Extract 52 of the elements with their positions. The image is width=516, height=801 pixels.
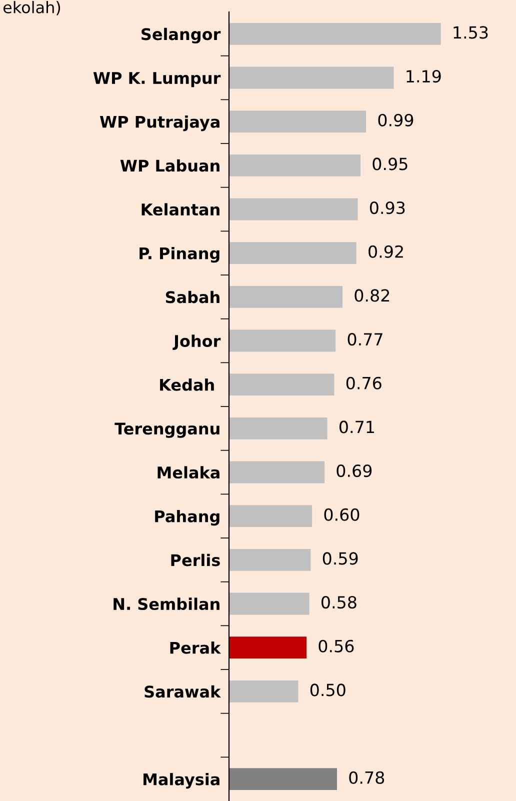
y-tick-label: WP Putrajaya — [100, 116, 220, 132]
y-tick-label: Kedah — [160, 378, 214, 391]
bar — [229, 198, 358, 220]
y-tick-label: Kelantan — [142, 203, 220, 216]
y-tick-label: Pahang — [155, 510, 220, 526]
data-label: 0.59 — [322, 552, 358, 565]
y-tick-label: WP Labuan — [120, 159, 220, 172]
bar — [229, 417, 328, 440]
bar — [229, 330, 336, 352]
data-label: 0.93 — [370, 201, 405, 214]
bar — [229, 548, 311, 571]
data-label: 0.56 — [318, 640, 354, 652]
data-label: 0.92 — [368, 245, 403, 258]
data-label: 0.77 — [348, 332, 382, 346]
data-label: 0.99 — [378, 114, 414, 126]
y-tick-label: Selangor — [142, 28, 221, 44]
y-tick-label: Sabah — [166, 290, 220, 304]
bar — [229, 22, 441, 45]
bar — [229, 110, 366, 133]
bar — [229, 461, 325, 484]
data-label: 0.76 — [346, 376, 382, 390]
data-label: 1.19 — [406, 70, 441, 83]
data-label: 0.82 — [354, 289, 390, 302]
text: ekolah) — [3, 1, 60, 16]
bar — [229, 636, 307, 659]
y-tick-label: Melaka — [158, 466, 220, 479]
y-tick-label: WP K. Lumpur — [93, 72, 221, 88]
data-label: 0.58 — [322, 596, 356, 609]
bar — [229, 242, 356, 264]
data-label: 0.71 — [340, 420, 374, 434]
data-label: 0.95 — [372, 158, 408, 170]
bar — [229, 66, 394, 89]
y-tick-label: N. Sembilan — [114, 598, 220, 610]
bar — [229, 286, 343, 308]
data-label: 0.69 — [336, 464, 372, 478]
y-tick-label: Malaysia — [144, 773, 220, 789]
bar — [229, 374, 334, 396]
y-tick-label: P. Pinang — [140, 247, 220, 263]
bar — [229, 154, 361, 176]
y-tick-label: Johor — [172, 334, 221, 350]
bar — [229, 768, 337, 790]
y-tick-label: Sarawak — [144, 685, 221, 698]
data-label: 0.60 — [324, 508, 360, 521]
y-tick-label: Terengganu — [114, 422, 220, 438]
data-label: 1.53 — [454, 26, 488, 39]
bar — [229, 592, 310, 615]
y-tick-label: Perak — [170, 642, 221, 654]
bar — [229, 680, 298, 702]
y-tick-label: Perlis — [171, 554, 220, 566]
data-label: 0.78 — [349, 771, 384, 784]
bar — [229, 505, 312, 528]
data-label: 0.50 — [310, 684, 346, 696]
